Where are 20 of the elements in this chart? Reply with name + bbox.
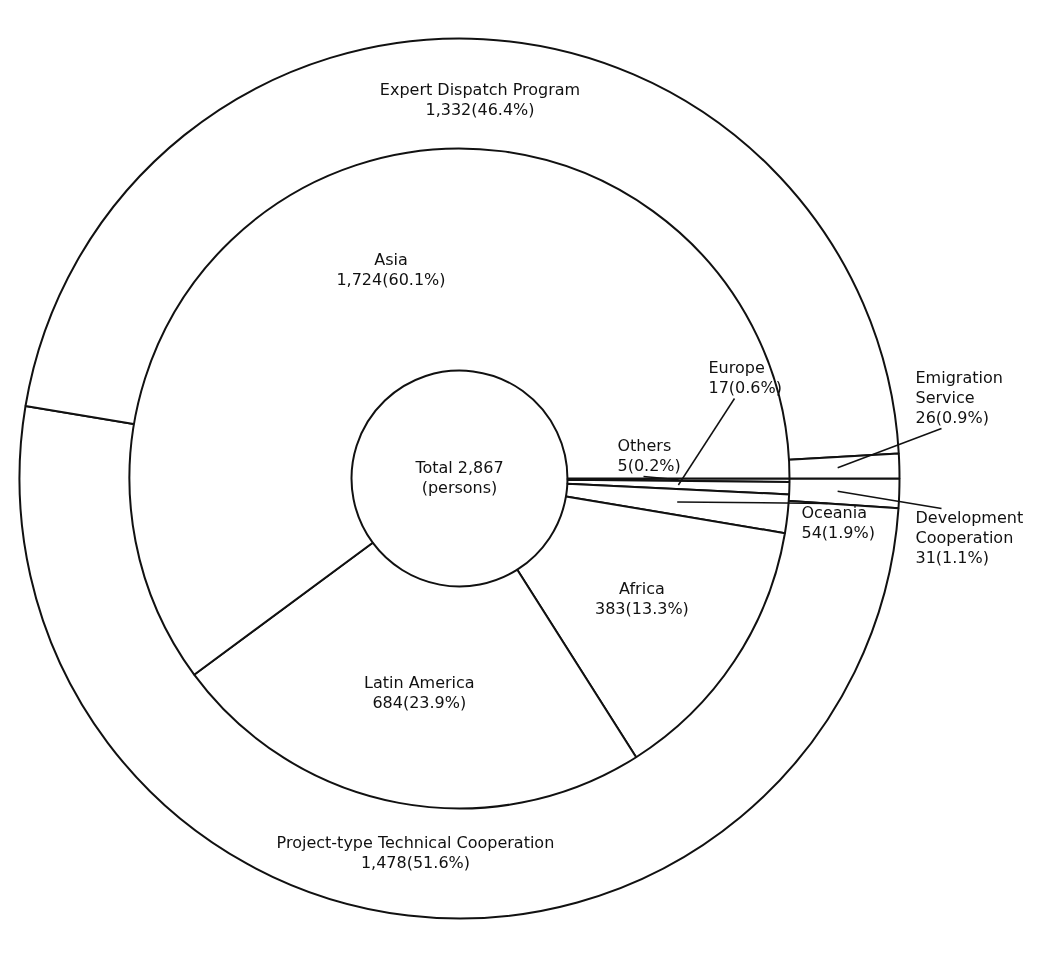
data-label: 1,478(51.6%) bbox=[360, 853, 471, 873]
slice-label: Latin America bbox=[363, 672, 475, 692]
data-label: 31(1.1%) bbox=[915, 547, 989, 567]
data-label: 54(1.9%) bbox=[801, 522, 875, 542]
slice-label: Europe bbox=[708, 357, 765, 377]
slice-label: Expert Dispatch Program bbox=[379, 79, 581, 99]
slice-label: Emigration Service bbox=[915, 367, 1003, 407]
text: Total 2,867 (persons) bbox=[414, 457, 504, 497]
data-label: 1,332(46.4%) bbox=[425, 99, 535, 119]
data-label: 26(0.9%) bbox=[915, 407, 989, 427]
slice-label: Africa bbox=[619, 578, 665, 598]
slice-label: Oceania bbox=[801, 502, 867, 522]
slice-label: Others bbox=[617, 435, 672, 455]
slice-label: Asia bbox=[374, 249, 408, 269]
data-label: 1,724(60.1%) bbox=[336, 269, 446, 289]
slice-label: Development Cooperation bbox=[915, 507, 1024, 547]
data-label: 5(0.2%) bbox=[617, 455, 681, 475]
data-label: 383(13.3%) bbox=[594, 598, 689, 618]
slice-label: Project-type Technical Cooperation bbox=[276, 833, 555, 853]
data-label: 684(23.9%) bbox=[372, 692, 467, 712]
